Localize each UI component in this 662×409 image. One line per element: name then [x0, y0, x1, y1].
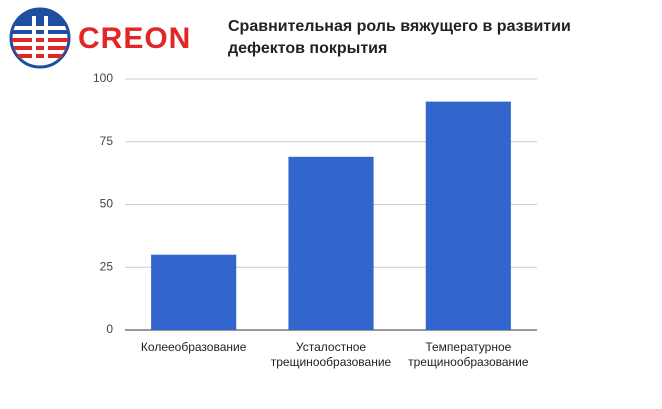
y-tick-label: 50	[100, 197, 114, 211]
y-tick-label: 25	[100, 259, 114, 273]
x-tick-label: Температурное трещинообразование	[408, 340, 529, 369]
y-tick-label: 0	[106, 322, 113, 336]
chart-title: Сравнительная роль вяжущего в развитии д…	[228, 18, 571, 57]
x-tick-label: Колееобразование	[140, 340, 247, 354]
logo-icon	[9, 7, 71, 69]
bar	[425, 101, 511, 330]
bar	[288, 156, 374, 330]
y-tick-label: 100	[93, 71, 113, 85]
logo-text: CREON	[78, 22, 192, 55]
bar	[151, 254, 237, 330]
x-tick-label: Усталостное трещинообразование	[270, 340, 392, 369]
y-tick-label: 75	[100, 134, 114, 148]
